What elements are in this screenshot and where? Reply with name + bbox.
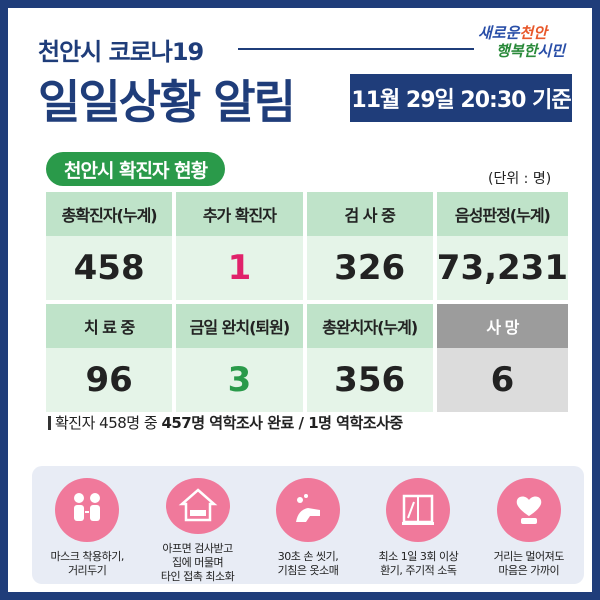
stats-table: 총확진자(누계) 추가 확진자 검 사 중 음성판정(누계) 458 1 326… xyxy=(46,192,568,412)
tip-item: 마스크 착용하기, 거리두기 xyxy=(35,478,139,584)
tip-label: 30초 손 씻기, 기침은 옷소매 xyxy=(277,550,339,577)
section-pill: 천안시 확진자 현황 xyxy=(46,152,226,186)
date-badge: 11월 29일 20:30 기준 xyxy=(350,74,572,122)
people-icon xyxy=(55,478,120,542)
stat-header-testing: 검 사 중 xyxy=(306,192,433,236)
page-title: 일일상황 알림 xyxy=(38,75,296,129)
logo-text-2a: 행복한 xyxy=(496,42,538,60)
tip-item: 최소 1일 3회 이상 환기, 주기적 소독 xyxy=(366,478,470,584)
stat-value-negative: 73,231 xyxy=(436,236,568,300)
tip-item: 30초 손 씻기, 기침은 옷소매 xyxy=(256,478,360,584)
stat-header-recovered-today: 금일 완치(퇴원) xyxy=(176,304,303,348)
unit-label: (단위 : 명) xyxy=(488,171,552,187)
stat-value-treating: 96 xyxy=(46,348,173,412)
tip-item: 거리는 멀어져도 마음은 가까이 xyxy=(477,478,581,584)
stat-value-recovered-today: 3 xyxy=(176,348,303,412)
handwash-icon xyxy=(275,478,340,542)
tip-label: 아프면 검사받고 집에 머물며 타인 접촉 최소화 xyxy=(160,542,235,583)
window-icon xyxy=(386,478,451,542)
tip-label: 거리는 멀어져도 마음은 가까이 xyxy=(493,550,565,577)
stat-value-recovered-total: 356 xyxy=(306,348,433,412)
stat-header-treating: 치 료 중 xyxy=(46,304,173,348)
title-rule xyxy=(238,48,474,50)
logo-text-2b: 시민 xyxy=(537,42,566,60)
note-marker xyxy=(48,416,51,430)
stat-value-new: 1 xyxy=(176,236,303,300)
stat-header-new: 추가 확진자 xyxy=(176,192,303,236)
note-prefix: 확진자 458명 중 xyxy=(55,414,162,432)
house-icon xyxy=(165,478,230,534)
tip-item: 아프면 검사받고 집에 머물며 타인 접촉 최소화 xyxy=(146,478,250,584)
poster: 천안시 코로나19 일일상황 알림 11월 29일 20:30 기준 새로운천안… xyxy=(8,8,592,592)
stat-value-deaths: 6 xyxy=(436,348,568,412)
tip-label: 마스크 착용하기, 거리두기 xyxy=(50,550,125,577)
stat-header-recovered-total: 총완치자(누계) xyxy=(306,304,433,348)
subtitle: 천안시 코로나19 xyxy=(38,38,204,66)
tip-label: 최소 1일 3회 이상 환기, 주기적 소독 xyxy=(378,550,459,577)
stat-header-deaths: 사 망 xyxy=(436,304,568,348)
stat-header-total: 총확진자(누계) xyxy=(46,192,173,236)
investigation-note: 확진자 458명 중 457명 역학조사 완료 / 1명 역학조사중 xyxy=(48,412,403,433)
stat-value-total: 458 xyxy=(46,236,173,300)
logo-text-1b: 천안 xyxy=(519,24,548,42)
stat-value-testing: 326 xyxy=(306,236,433,300)
city-logo: 새로운천안 행복한시민 xyxy=(478,22,574,62)
note-bold: 457명 역학조사 완료 / 1명 역학조사중 xyxy=(161,414,403,432)
prevention-tips: 마스크 착용하기, 거리두기 아프면 검사받고 집에 머물며 타인 접촉 최소화… xyxy=(32,466,584,584)
distance-icon xyxy=(496,478,561,542)
logo-text-1a: 새로운 xyxy=(478,24,520,42)
stat-header-negative: 음성판정(누계) xyxy=(436,192,568,236)
